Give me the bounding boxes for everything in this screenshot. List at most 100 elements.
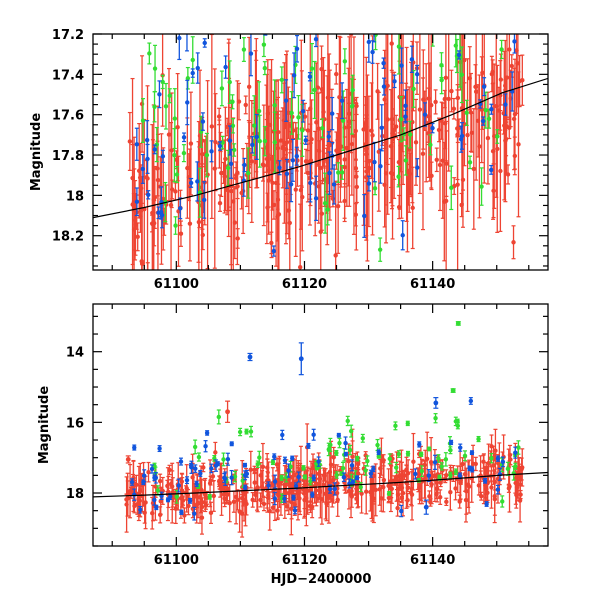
bottom-red-point [371, 474, 377, 524]
top-blue-point [177, 34, 182, 61]
bottom-green-point [196, 452, 202, 462]
bottom-red-point [211, 480, 217, 512]
top-green-point [289, 91, 294, 135]
top-blue-point [313, 175, 319, 222]
top-red-point [282, 62, 287, 224]
bottom-x-tick-label: 61120 [282, 553, 327, 568]
bottom-blue-point [368, 469, 374, 478]
top-blue-point [294, 146, 299, 166]
bottom-blue-point [213, 459, 219, 472]
bottom-red-point [453, 476, 458, 501]
top-green-point [479, 167, 484, 206]
bottom-green-point [232, 470, 238, 483]
bottom-blue-point [229, 441, 234, 447]
top-blue-point [227, 125, 233, 156]
top-red-point [505, 164, 511, 185]
top-blue-point [430, 122, 435, 134]
top-red-point [342, 183, 347, 219]
top-red-point [168, 122, 174, 270]
bottom-green-point [500, 495, 505, 508]
bottom-blue-point [336, 432, 342, 438]
top-green-point [453, 34, 459, 68]
top-blue-point [184, 34, 189, 52]
top-blue-point [326, 131, 332, 143]
bottom-blue-point [513, 446, 518, 459]
top-green-point [499, 39, 504, 60]
top-blue-point [399, 47, 404, 84]
top-green-point [173, 216, 178, 235]
bottom-green-point [345, 415, 350, 427]
top-axis-ticks: 61100 61120 61140 17.2 17.4 17.6 17.8 18 18.2 [52, 28, 548, 292]
top-red-point [334, 63, 339, 85]
bottom-green-point [448, 446, 453, 455]
bottom-blue-point [292, 506, 298, 515]
top-red-point [150, 312, 154, 332]
top-blue-point [409, 45, 415, 73]
top-red-point [465, 58, 470, 213]
bottom-model-curve [93, 471, 548, 498]
top-red-point [235, 173, 240, 200]
bottom-green-point [355, 455, 360, 462]
top-green-point [231, 143, 237, 157]
bottom-green-point [358, 482, 363, 493]
bottom-red-point [479, 491, 484, 501]
bottom-blue-point [291, 494, 296, 501]
top-green-point [296, 95, 301, 140]
top-green-point [309, 42, 315, 95]
top-green-point [495, 129, 500, 144]
top-red-point [235, 228, 240, 249]
top-red-point [284, 50, 290, 235]
bottom-blue-point [165, 497, 171, 503]
top-blue-point [217, 141, 223, 151]
bottom-green-point [327, 445, 332, 453]
bottom-blue-point [349, 459, 355, 472]
bottom-green-outlier-point [450, 388, 456, 393]
top-green-point [312, 60, 317, 120]
top-green-point [377, 237, 383, 262]
top-blue-point [181, 132, 187, 143]
bottom-y-tick-label: 16 [66, 416, 84, 431]
top-green-point [197, 167, 203, 218]
top-red-point [271, 190, 277, 220]
bottom-red-point [379, 484, 384, 512]
bottom-blue-point [192, 506, 197, 521]
bottom-blue-point [458, 443, 463, 452]
bottom-green-point [270, 459, 276, 466]
bottom-axis-ticks: 61100 61120 61140 14 16 18 [66, 304, 548, 568]
top-blue-point [381, 57, 386, 69]
bottom-blue-point [282, 494, 287, 503]
top-blue-point [366, 175, 372, 192]
bottom-red-point [248, 450, 254, 489]
bottom-red-point [304, 470, 309, 527]
bottom-blue-point [376, 449, 381, 456]
top-red-point [142, 118, 147, 270]
bottom-blue-point [272, 453, 277, 461]
bottom-blue-point [187, 497, 193, 504]
bottom-blue-point [495, 484, 501, 495]
bottom-blue-point [296, 471, 301, 483]
bottom-green-point [360, 433, 365, 443]
bottom-green-point [248, 425, 254, 438]
top-red-point [236, 82, 242, 121]
bottom-blue-point [316, 456, 321, 467]
top-red-point [302, 102, 308, 131]
bottom-green-point [476, 435, 481, 443]
top-red-point [494, 34, 499, 198]
bottom-red-point [359, 473, 364, 514]
top-x-tick-label: 61140 [410, 277, 455, 292]
top-red-point [249, 100, 255, 223]
top-green-point [147, 42, 152, 65]
bottom-red-point [252, 465, 257, 475]
bottom-blue-point [272, 474, 278, 489]
top-green-point [172, 88, 178, 150]
top-green-point [230, 118, 236, 134]
bottom-blue-point [426, 469, 432, 483]
top-blue-point [370, 40, 375, 64]
bottom-red-point [492, 469, 497, 524]
top-red-point [293, 122, 298, 257]
top-blue-point [156, 206, 161, 220]
bottom-red-point [397, 460, 402, 491]
top-green-point [467, 155, 473, 170]
top-blue-point [188, 177, 194, 188]
top-red-point [413, 98, 419, 186]
